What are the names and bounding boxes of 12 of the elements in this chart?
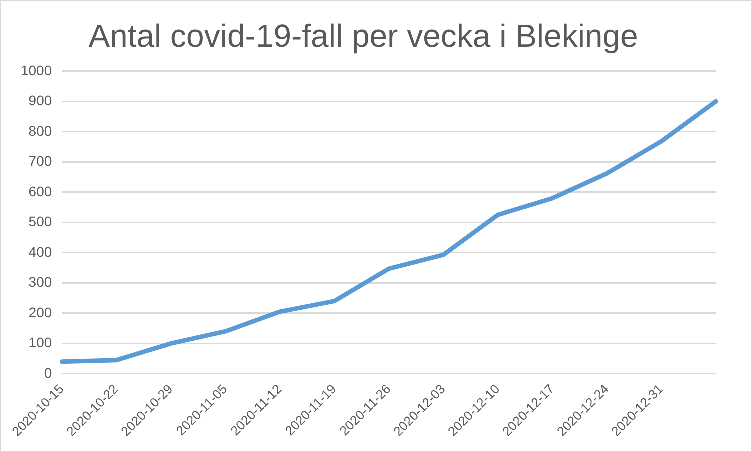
y-tick-label: 900: [28, 92, 52, 109]
y-tick-label: 100: [28, 334, 52, 351]
y-tick-label: 800: [28, 122, 52, 139]
y-tick-label: 400: [28, 244, 52, 260]
y-tick-label: 1000: [20, 62, 52, 78]
y-tick-label: 600: [28, 183, 52, 200]
y-tick-label: 200: [28, 304, 52, 320]
y-tick-label: 300: [28, 274, 52, 290]
chart-title: Antal covid-19-fall per vecka i Blekinge: [88, 18, 638, 54]
y-tick-label: 0: [44, 364, 52, 381]
y-tick-label: 700: [28, 153, 52, 170]
y-tick-label: 500: [28, 214, 52, 230]
